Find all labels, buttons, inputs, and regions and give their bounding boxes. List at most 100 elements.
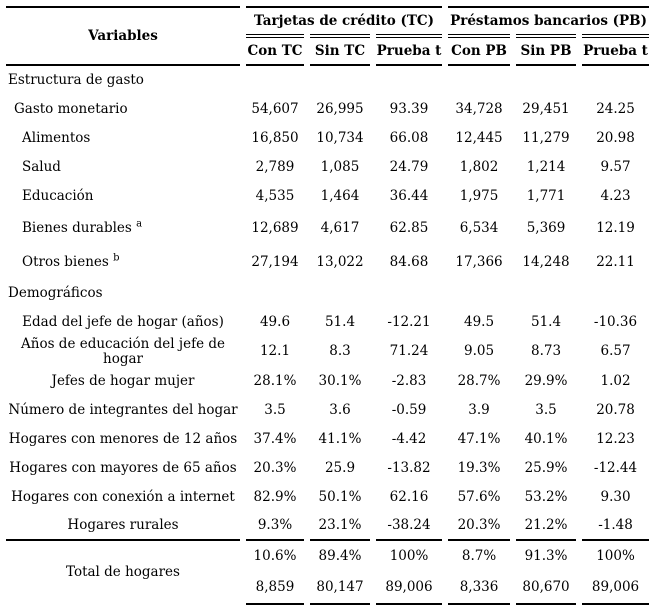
table-header: Variables Tarjetas de crédito (TC) Prést… (6, 6, 650, 66)
value-cell: 17,366 (455, 253, 503, 270)
value-cell: 20.78 (596, 401, 635, 418)
value-cell: 5,369 (526, 219, 566, 236)
value-cell (516, 279, 576, 308)
value-cell: 29,451 (522, 101, 570, 118)
value-cell: 27,194 (251, 253, 299, 270)
value-cell: 9.05 (463, 343, 495, 360)
row-label: Bienes durables a (22, 218, 143, 236)
value-cell: 93.39 (389, 101, 429, 118)
group-header-bank-loans: Préstamos bancarios (PB) (448, 6, 650, 34)
value-cell: -2.83 (391, 372, 427, 389)
column-header-prueba-t-pb: Prueba t (582, 34, 650, 66)
value-cell: 80,670 (516, 573, 577, 605)
value-cell: 1.02 (600, 372, 631, 389)
value-cell: 16,850 (251, 130, 299, 147)
value-cell: 80,147 (310, 573, 370, 605)
row-label: Jefes de hogar mujer (51, 372, 195, 389)
value-cell: 49.5 (463, 314, 495, 331)
row-label: Hogares con conexión a internet (11, 488, 235, 505)
row-label: Salud (22, 159, 61, 176)
table-row: Educación 4,535 1,464 36.44 1,975 1,771 4.23 (6, 182, 649, 211)
value-cell: 8.73 (530, 343, 562, 360)
table-body: Estructura de gasto Gasto monetario 54,607… (6, 66, 650, 605)
row-label: Hogares con menores de 12 años (8, 430, 238, 447)
value-cell: -38.24 (376, 512, 443, 541)
value-cell: 6,534 (459, 219, 499, 236)
column-header-sin-tc: Sin TC (310, 34, 370, 66)
value-cell: 28.7% (457, 372, 501, 389)
value-cell (376, 66, 442, 95)
value-cell: -13.82 (387, 459, 431, 476)
table-row: Hogares con menores de 12 años 37.4% 41.1%… (6, 425, 649, 454)
value-cell: 4,535 (255, 188, 295, 205)
section-row: Demográficos (6, 279, 649, 308)
table-row: Número de integrantes del hogar 3.5 3.6 -0.… (6, 396, 649, 425)
value-cell: 40.1% (524, 430, 568, 447)
footnote-marker: b (113, 252, 120, 264)
value-cell: 24.79 (389, 159, 429, 176)
value-cell: 2,789 (255, 159, 295, 176)
value-cell (448, 279, 510, 308)
value-cell: 19.3% (457, 459, 501, 476)
value-cell: 12,689 (251, 219, 299, 236)
value-cell: 51.4 (530, 314, 562, 331)
value-cell (448, 66, 510, 95)
value-cell: 3.6 (329, 401, 351, 418)
value-cell: 1,214 (526, 159, 566, 176)
value-cell (246, 66, 304, 95)
value-cell: -4.42 (391, 430, 427, 447)
table-row: Otros bienes b 27,194 13,022 84.68 17,366 14,… (6, 245, 649, 279)
value-cell: 84.68 (389, 253, 429, 270)
totals-label: Total de hogares (66, 564, 180, 581)
value-cell: 8,336 (448, 573, 511, 605)
value-cell: 50.1% (318, 488, 362, 505)
value-cell: 13,022 (316, 253, 364, 270)
table-row: Hogares rurales 9.3% 23.1% -38.24 20.3% 21.2%… (6, 512, 650, 541)
value-cell: 41.1% (318, 430, 362, 447)
value-cell: 12.23 (596, 430, 635, 447)
value-cell: 9.3% (246, 512, 304, 541)
value-cell: 34,728 (455, 101, 503, 118)
value-cell: 25.9 (324, 459, 356, 476)
value-cell: 14,248 (522, 253, 570, 270)
column-header-sin-pb: Sin PB (516, 34, 577, 66)
value-cell: 8.7% (461, 548, 497, 565)
value-cell: 57.6% (457, 488, 501, 505)
row-label: Número de integrantes del hogar (8, 401, 238, 418)
value-cell: 21.2% (516, 512, 577, 541)
value-cell: 62.85 (389, 219, 429, 236)
value-cell (310, 279, 370, 308)
value-cell: 51.4 (324, 314, 356, 331)
value-cell: 100% (389, 548, 429, 565)
table-row: Bienes durables a 12,689 4,617 62.85 6,534 5,… (6, 211, 649, 245)
table-row: Años de educación del jefe de hogar 12.1 8… (6, 337, 649, 367)
footnote-marker: a (136, 218, 143, 230)
table-row: Salud 2,789 1,085 24.79 1,802 1,214 9.57 (6, 153, 649, 182)
value-cell: 91.3% (524, 548, 568, 565)
value-cell: 9.30 (600, 488, 631, 505)
value-cell: 100% (596, 548, 635, 565)
value-cell: 62.16 (389, 488, 429, 505)
value-cell: 6.57 (600, 343, 631, 360)
value-cell: -0.59 (391, 401, 427, 418)
value-cell (376, 279, 442, 308)
group-header-row: Variables Tarjetas de crédito (TC) Prést… (6, 6, 650, 66)
row-label: Edad del jefe de hogar (años) (22, 314, 224, 331)
value-cell: 89,006 (376, 573, 443, 605)
row-label: Gasto monetario (14, 101, 128, 118)
totals-row-percent: Total de hogares 10.6% 89.4% 100% 8.7% 91.3% 1… (6, 541, 649, 580)
value-cell: 29.9% (524, 372, 568, 389)
value-cell (246, 279, 304, 308)
value-cell: 89.4% (318, 548, 362, 565)
value-cell: 89,006 (582, 573, 650, 605)
value-cell: 66.08 (389, 130, 429, 147)
value-cell (582, 66, 649, 95)
section-row: Estructura de gasto (6, 66, 649, 95)
value-cell: 10.6% (253, 548, 297, 565)
value-cell: -12.44 (593, 459, 638, 476)
value-cell: 1,802 (459, 159, 499, 176)
sub-header-row: Con TC Sin TC Prueba t Con PB Sin PB Pru… (6, 34, 650, 66)
section-label: Demográficos (8, 285, 103, 302)
value-cell: 3.9 (468, 401, 490, 418)
value-cell: 37.4% (253, 430, 297, 447)
